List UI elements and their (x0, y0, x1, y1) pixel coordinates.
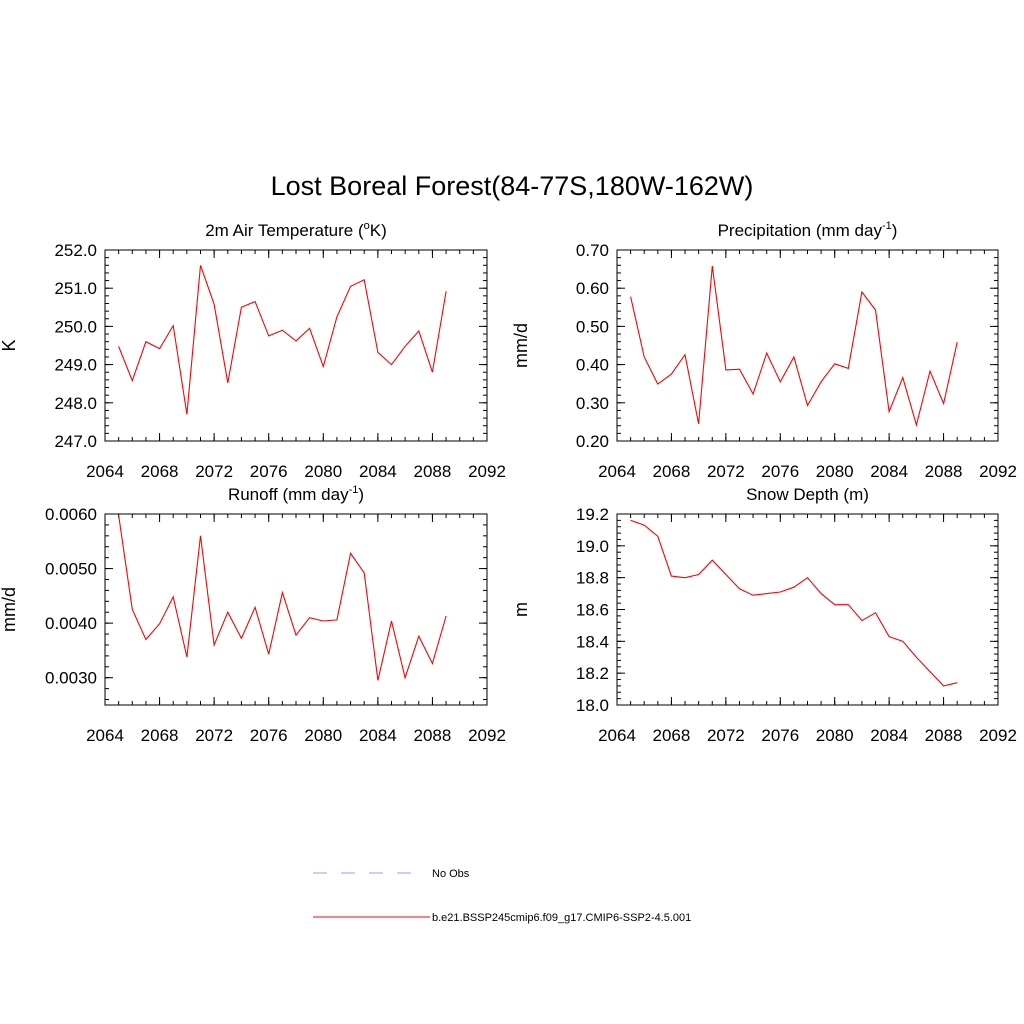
panel-title-main: 2m Air Temperature ( (205, 221, 364, 240)
y-tick-label: 18.2 (576, 664, 609, 683)
x-tick-label: 2088 (414, 726, 452, 745)
plot-frame (104, 513, 488, 706)
x-tick-label: 2080 (304, 726, 342, 745)
y-axis-label: mm/d (511, 323, 531, 368)
x-tick-label: 2072 (707, 726, 745, 745)
y-tick-label: 249.0 (54, 356, 97, 375)
x-tick-label: 2072 (195, 726, 233, 745)
x-tick-label: 2072 (707, 462, 745, 481)
x-tick-label: 2064 (86, 462, 124, 481)
panel-title: Runoff (mm day-1) (228, 484, 364, 504)
y-tick-label: 0.0050 (45, 560, 97, 579)
x-tick-label: 2076 (761, 462, 799, 481)
x-tick-label: 2088 (414, 462, 452, 481)
y-tick-label: 19.0 (576, 537, 609, 556)
panel-title: Precipitation (mm day-1) (718, 220, 898, 240)
y-tick-label: 0.40 (576, 356, 609, 375)
x-tick-label: 2064 (598, 726, 636, 745)
panel-title-suffix: ) (892, 221, 898, 240)
panel-title-superscript: o (364, 220, 370, 232)
x-tick-label: 2080 (816, 462, 854, 481)
y-tick-label: 19.2 (576, 505, 609, 524)
y-tick-label: 18.6 (576, 601, 609, 620)
y-tick-label: 0.0030 (45, 669, 97, 688)
y-tick-label: 251.0 (54, 279, 97, 298)
x-tick-label: 2068 (141, 726, 179, 745)
y-axis-label: m (511, 602, 531, 617)
x-tick-label: 2092 (979, 726, 1017, 745)
y-tick-label: 0.70 (576, 241, 609, 260)
panel-title-main: Precipitation (mm day (718, 221, 883, 240)
y-axis-label: K (0, 339, 19, 351)
panel-2: 2064 2068 2072 2076 2080 2084 2088 2092 0.0030 0.… (0, 484, 506, 745)
y-tick-label: 0.20 (576, 432, 609, 451)
series-line (118, 515, 447, 681)
y-axis-label: mm/d (0, 587, 19, 632)
x-tick-label: 2064 (598, 462, 636, 481)
plot-frame (104, 249, 488, 442)
series-line (630, 265, 958, 428)
x-tick-label: 2088 (925, 726, 963, 745)
plot-frame (616, 513, 999, 706)
legend-entry-0-label: No Obs (432, 868, 470, 880)
series-line (118, 265, 447, 415)
x-tick-label: 2084 (870, 462, 908, 481)
x-tick-label: 2080 (304, 462, 342, 481)
panel-title-main: Runoff (mm day (228, 485, 349, 504)
y-tick-label: 18.8 (576, 569, 609, 588)
x-tick-label: 2076 (761, 726, 799, 745)
x-tick-label: 2068 (141, 462, 179, 481)
panels-group: 2064 2068 2072 2076 2080 2084 2088 2092 247.0 248… (0, 220, 1017, 745)
y-tick-label: 248.0 (54, 394, 97, 413)
figure-title: Lost Boreal Forest(84-77S,180W-162W) (271, 171, 754, 201)
y-tick-label: 0.0060 (45, 505, 97, 524)
panel-0: 2064 2068 2072 2076 2080 2084 2088 2092 247.0 248… (0, 220, 506, 481)
panel-title-main: Snow Depth (m) (746, 485, 869, 504)
x-tick-label: 2084 (359, 726, 397, 745)
plot-frame (616, 249, 999, 442)
panel-title-suffix: ) (358, 485, 364, 504)
x-tick-label: 2076 (250, 462, 288, 481)
x-tick-label: 2068 (653, 462, 691, 481)
x-tick-label: 2064 (86, 726, 124, 745)
y-tick-label: 0.30 (576, 394, 609, 413)
y-tick-label: 18.0 (576, 696, 609, 715)
legend: No Obs b.e21.BSSP245cmip6.f09_g17.CMIP6-… (313, 868, 691, 924)
y-tick-label: 18.4 (576, 632, 609, 651)
series-line (630, 519, 958, 687)
panel-title-superscript: -1 (882, 220, 892, 232)
x-tick-label: 2092 (468, 726, 506, 745)
x-tick-label: 2088 (925, 462, 963, 481)
x-tick-label: 2080 (816, 726, 854, 745)
panel-1: 2064 2068 2072 2076 2080 2084 2088 2092 0.20 0.30… (511, 220, 1017, 481)
y-tick-label: 250.0 (54, 317, 97, 336)
panel-3: 2064 2068 2072 2076 2080 2084 2088 2092 18.0 18.2… (511, 485, 1017, 745)
legend-entry-1-label: b.e21.BSSP245cmip6.f09_g17.CMIP6-SSP2-4.… (432, 912, 691, 924)
y-tick-label: 0.60 (576, 279, 609, 298)
x-tick-label: 2068 (653, 726, 691, 745)
y-tick-label: 0.0040 (45, 614, 97, 633)
y-tick-label: 247.0 (54, 432, 97, 451)
panel-title-superscript: -1 (349, 484, 359, 496)
y-tick-label: 0.50 (576, 317, 609, 336)
panel-title-suffix: K) (370, 221, 387, 240)
x-tick-label: 2076 (250, 726, 288, 745)
x-tick-label: 2084 (359, 462, 397, 481)
y-tick-label: 252.0 (54, 241, 97, 260)
x-tick-label: 2092 (979, 462, 1017, 481)
panel-title: Snow Depth (m) (746, 485, 869, 504)
x-tick-label: 2092 (468, 462, 506, 481)
x-tick-label: 2084 (870, 726, 908, 745)
panel-title: 2m Air Temperature (oK) (205, 220, 387, 240)
x-tick-label: 2072 (195, 462, 233, 481)
